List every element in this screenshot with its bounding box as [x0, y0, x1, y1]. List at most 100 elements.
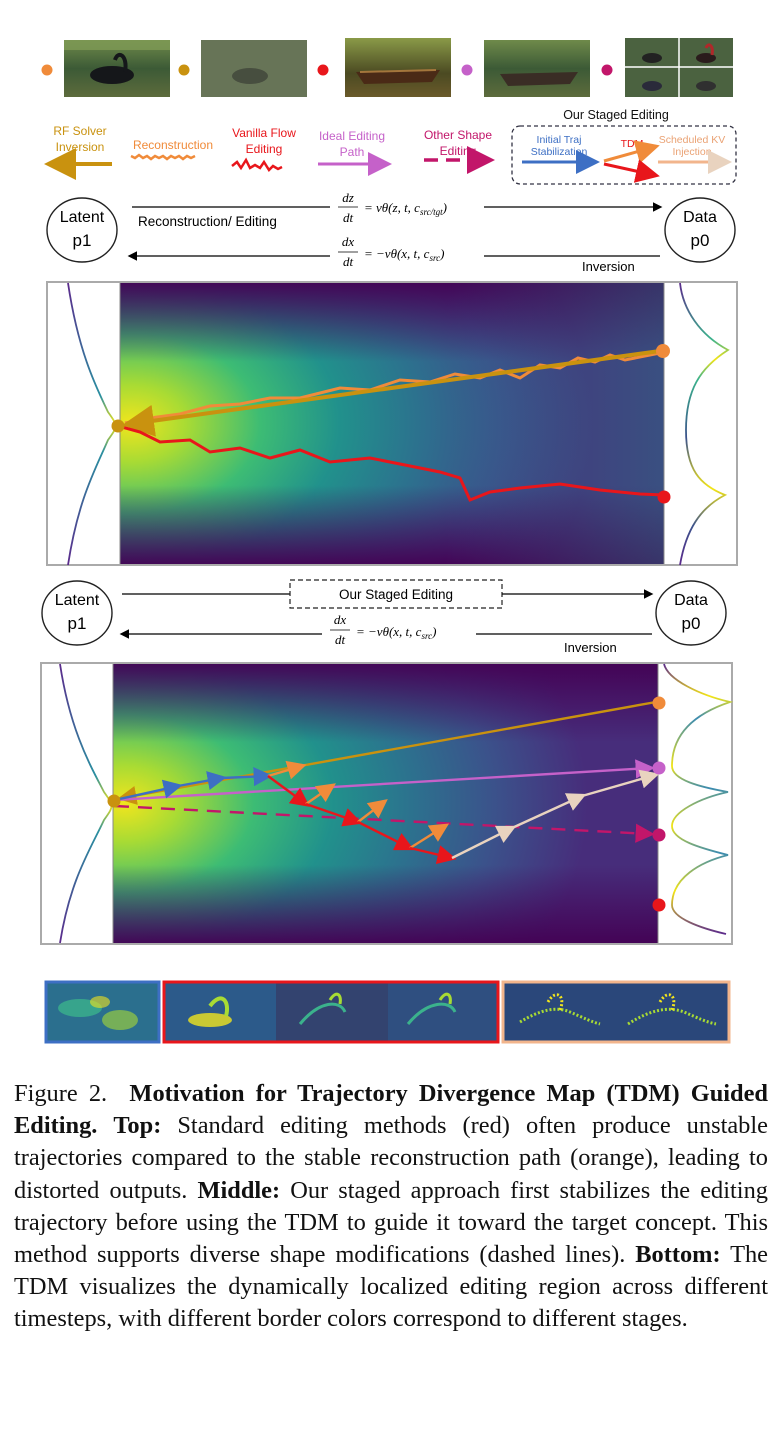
mid-tdm-orange-4: [409, 823, 450, 850]
top-vanilla-editing-path: [117, 424, 665, 502]
thumb-boat: [345, 38, 451, 97]
mid-right-density: [663, 663, 734, 935]
mid-tdm-red-3: [357, 820, 415, 851]
top-equations: Latent p1 Data p0 Reconstruction/ Editin…: [46, 190, 736, 274]
middle-equations: Latent p1 Data p0 Our Staged Editing dx …: [41, 579, 727, 655]
caption-top-head: Top:: [113, 1112, 162, 1140]
mid-inversion-label: Inversion: [564, 640, 617, 655]
red-dot: [317, 64, 329, 76]
tdm-map-3: [276, 982, 388, 1042]
top-eq2: dx dt = −vθ(x, t, csrc): [338, 234, 444, 269]
mid-data-label: Data: [674, 592, 708, 609]
legend-scheduled-kv-2: Injection: [672, 146, 711, 158]
tdm-map-6: [613, 982, 729, 1042]
mid-kv-1: [451, 825, 517, 860]
top-edit-end: [657, 490, 671, 504]
top-data-p: p0: [691, 231, 710, 250]
top-data-label: Data: [683, 209, 717, 226]
mid-tdm-orange-2: [305, 783, 336, 805]
legend-tdm-arrow-orange: [603, 140, 660, 164]
thumb-boat2: [484, 40, 590, 97]
olive-dot: [178, 64, 190, 76]
thumb-swan: [64, 40, 170, 97]
top-panel: [46, 281, 738, 566]
thumb-noise: [201, 40, 307, 97]
thumbnail-row: [41, 38, 733, 97]
svg-text:dt: dt: [343, 210, 354, 225]
top-recon-end: [656, 344, 670, 358]
legend-initial-traj-1: Initial Traj: [537, 134, 582, 146]
mid-latent-node: [41, 580, 113, 646]
gold-dot: [41, 64, 53, 76]
mid-latent-p: p1: [68, 614, 87, 633]
svg-text:dx: dx: [334, 612, 347, 627]
mid-stabilize-2: [177, 771, 227, 791]
mid-tdm-orange-1: [267, 760, 307, 780]
legend-ideal-2: Path: [340, 145, 365, 159]
middle-panel: [40, 662, 734, 945]
legend-other-shape-1: Other Shape: [424, 128, 492, 142]
top-recon-label: Reconstruction/ Editing: [138, 214, 277, 229]
legend-rf-solver-2: Inversion: [56, 140, 105, 154]
legend-recon-line: [130, 153, 196, 161]
mid-tdm-red-4: [409, 845, 457, 865]
mid-other-end: [652, 828, 666, 842]
caption-top-text: Standard editing methods (red) often pro…: [14, 1112, 768, 1204]
mid-stabilize-1: [114, 779, 183, 802]
top-latent-p: p1: [73, 231, 92, 250]
legend-staged-box: [511, 125, 737, 185]
mid-vanilla-end: [652, 898, 666, 912]
legend-vanilla-1: Vanilla Flow: [232, 126, 296, 140]
caption-mid-head: Middle:: [197, 1176, 281, 1204]
mid-data-node: [655, 580, 727, 646]
top-latent-node: [46, 197, 118, 263]
mid-kv-2: [511, 793, 587, 830]
tdm-map-4: [388, 982, 498, 1042]
caption-fig: Figure 2.: [14, 1080, 108, 1107]
caption-mid-text: Our staged approach first stabilizes the…: [14, 1176, 768, 1269]
mid-recon-end: [652, 696, 666, 710]
thumb-grid: [625, 38, 733, 97]
mid-data-p: p0: [682, 614, 701, 633]
mid-ideal-path: [114, 759, 655, 802]
mid-staged-label: Our Staged Editing: [339, 587, 453, 602]
legend-rf-solver-1: RF Solver: [53, 124, 106, 138]
top-latent-point: [111, 419, 125, 433]
legend-ideal-1: Ideal Editing: [319, 129, 385, 143]
svg-text:dx: dx: [342, 234, 355, 249]
top-eq1: dz dt = vθ(z, t, csrc/tgt): [338, 190, 447, 225]
top-data-node: [664, 197, 736, 263]
legend-vanilla-line: [231, 157, 283, 172]
mid-other-shape-path: [114, 804, 655, 843]
legend-reconstruction: Reconstruction: [133, 138, 213, 152]
svg-text:dt: dt: [335, 632, 346, 647]
mid-tdm-red-1: [267, 775, 310, 807]
legend-initial-traj-2: Stabilization: [531, 146, 588, 158]
mid-kv-3: [581, 769, 660, 798]
svg-text:= vθ(z, t, csrc/tgt): = vθ(z, t, csrc/tgt): [364, 200, 447, 217]
legend: RF Solver Inversion Reconstruction Vanil…: [44, 108, 737, 185]
mid-eq: dx dt = −vθ(x, t, csrc): [330, 612, 436, 647]
top-inversion-arrow: [122, 349, 661, 437]
caption-title: Motivation for Trajectory Divergence Map…: [14, 1080, 768, 1140]
mid-ideal-end: [652, 761, 666, 775]
legend-other-shape-2: Editing: [440, 144, 477, 158]
top-right-density: [679, 282, 730, 566]
mid-latent-label: Latent: [55, 592, 100, 609]
legend-scheduled-kv-1: Scheduled KV: [659, 134, 726, 146]
mid-stabilize-3: [221, 767, 273, 787]
mid-tdm-orange-3: [357, 799, 388, 823]
mid-latent-point: [107, 794, 121, 808]
legend-vanilla-2: Editing: [246, 142, 283, 156]
legend-staged-title: Our Staged Editing: [563, 108, 669, 122]
tdm-strip: [44, 980, 731, 1044]
figure-caption: Figure 2. Motivation for Trajectory Dive…: [14, 1078, 768, 1336]
svg-text:= −vθ(x, t, csrc): = −vθ(x, t, csrc): [356, 624, 436, 641]
svg-text:= −vθ(x, t, csrc): = −vθ(x, t, csrc): [364, 246, 444, 263]
tdm-map-5: [503, 982, 613, 1042]
svg-text:dz: dz: [342, 190, 354, 205]
magenta-dot: [601, 64, 613, 76]
figure: RF Solver Inversion Reconstruction Vanil…: [40, 38, 738, 1044]
tdm-map-2: [164, 982, 276, 1042]
top-latent-label: Latent: [60, 209, 105, 226]
